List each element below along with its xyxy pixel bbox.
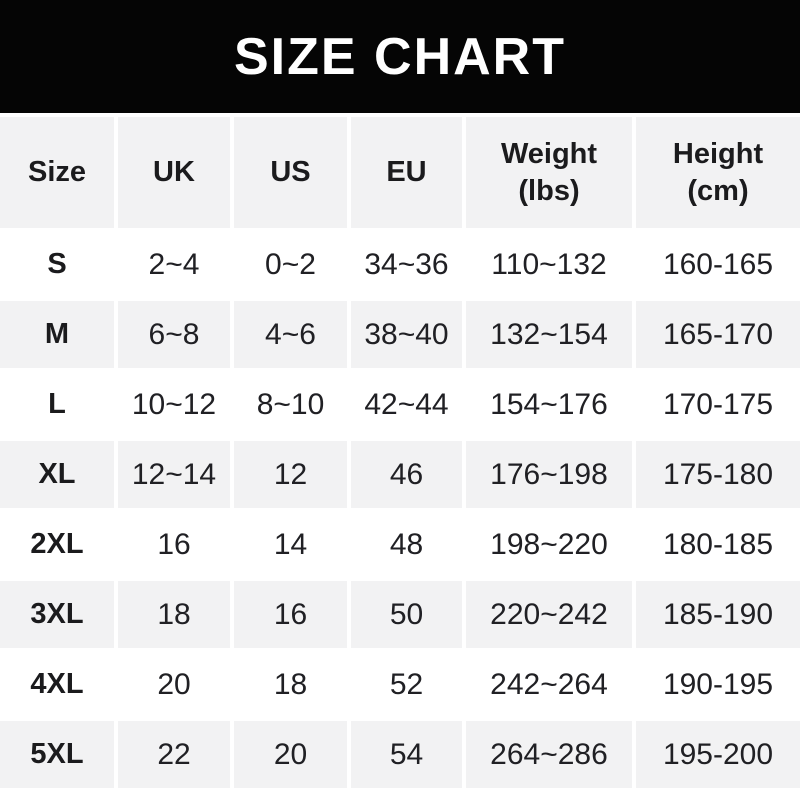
column-header-height: Height (cm) (636, 117, 800, 228)
table-cell: 8~10 (234, 371, 347, 438)
page-title: SIZE CHART (234, 27, 566, 86)
table-cell: 52 (351, 651, 462, 718)
title-bar: SIZE CHART (0, 0, 800, 113)
table-cell: 18 (118, 581, 230, 648)
size-label: 4XL (0, 651, 114, 718)
table-cell: 110~132 (466, 231, 632, 298)
table-cell: 48 (351, 511, 462, 578)
table-cell: 18 (234, 651, 347, 718)
table-cell: 165-170 (636, 301, 800, 368)
size-label: S (0, 231, 114, 298)
table-cell: 14 (234, 511, 347, 578)
table-cell: 180-185 (636, 511, 800, 578)
column-header-size: Size (0, 117, 114, 228)
size-label: 5XL (0, 721, 114, 788)
table-cell: 10~12 (118, 371, 230, 438)
table-cell: 38~40 (351, 301, 462, 368)
table-cell: 170-175 (636, 371, 800, 438)
table-cell: 16 (118, 511, 230, 578)
table-cell: 190-195 (636, 651, 800, 718)
table-cell: 16 (234, 581, 347, 648)
size-label: 3XL (0, 581, 114, 648)
table-cell: 154~176 (466, 371, 632, 438)
table-cell: 175-180 (636, 441, 800, 508)
size-table: Size UK US EU Weight (lbs) Height (cm) S… (0, 117, 800, 788)
table-cell: 20 (118, 651, 230, 718)
size-label: 2XL (0, 511, 114, 578)
column-header-uk: UK (118, 117, 230, 228)
table-cell: 185-190 (636, 581, 800, 648)
table-cell: 12~14 (118, 441, 230, 508)
table-cell: 54 (351, 721, 462, 788)
size-label: L (0, 371, 114, 438)
column-header-us: US (234, 117, 347, 228)
table-cell: 242~264 (466, 651, 632, 718)
table-cell: 198~220 (466, 511, 632, 578)
table-cell: 50 (351, 581, 462, 648)
table-cell: 0~2 (234, 231, 347, 298)
table-cell: 22 (118, 721, 230, 788)
table-cell: 20 (234, 721, 347, 788)
size-label: XL (0, 441, 114, 508)
table-cell: 264~286 (466, 721, 632, 788)
table-cell: 160-165 (636, 231, 800, 298)
table-cell: 34~36 (351, 231, 462, 298)
table-cell: 132~154 (466, 301, 632, 368)
table-cell: 6~8 (118, 301, 230, 368)
table-cell: 42~44 (351, 371, 462, 438)
table-cell: 4~6 (234, 301, 347, 368)
table-cell: 2~4 (118, 231, 230, 298)
table-cell: 176~198 (466, 441, 632, 508)
table-cell: 12 (234, 441, 347, 508)
table-cell: 195-200 (636, 721, 800, 788)
column-header-eu: EU (351, 117, 462, 228)
column-header-weight: Weight (lbs) (466, 117, 632, 228)
size-label: M (0, 301, 114, 368)
table-cell: 46 (351, 441, 462, 508)
table-cell: 220~242 (466, 581, 632, 648)
